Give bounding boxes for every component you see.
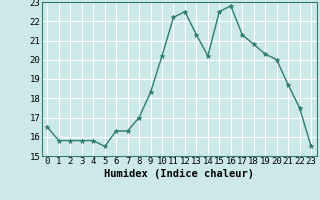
X-axis label: Humidex (Indice chaleur): Humidex (Indice chaleur) [104,169,254,179]
